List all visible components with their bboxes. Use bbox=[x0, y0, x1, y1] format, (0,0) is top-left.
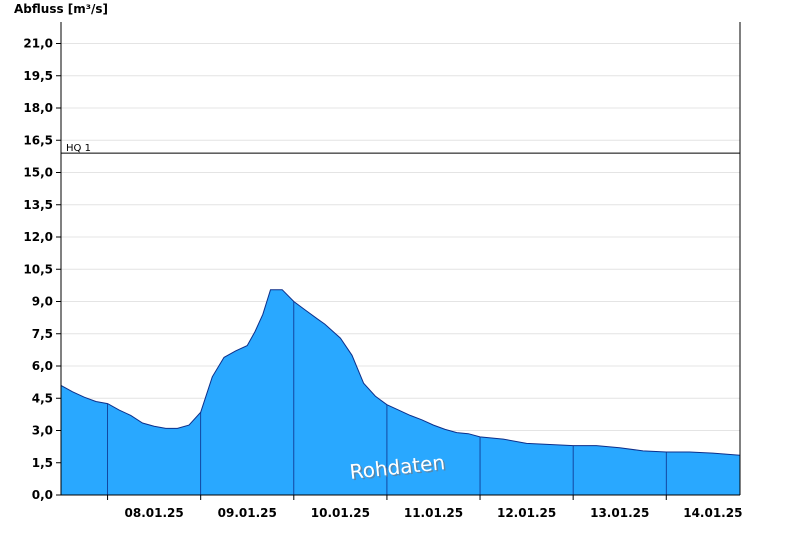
y-tick-label: 7,5 bbox=[32, 327, 53, 341]
y-axis-title: Abfluss [m³/s] bbox=[14, 2, 109, 16]
y-tick-label: 4,5 bbox=[32, 391, 53, 405]
y-tick-label: 12,0 bbox=[23, 230, 53, 244]
x-tick-label: 09.01.25 bbox=[218, 506, 277, 520]
x-tick-label: 10.01.25 bbox=[311, 506, 370, 520]
y-tick-label: 21,0 bbox=[23, 37, 53, 51]
discharge-line bbox=[60, 289, 741, 456]
y-tick-label: 6,0 bbox=[32, 359, 53, 373]
x-tick-label: 13.01.25 bbox=[590, 506, 649, 520]
y-tick-label: 10,5 bbox=[23, 262, 53, 276]
y-tick-label: 9,0 bbox=[32, 295, 53, 309]
hq1-threshold-label: HQ 1 bbox=[66, 143, 91, 154]
x-tick-label: 11.01.25 bbox=[404, 506, 463, 520]
y-tick-label: 1,5 bbox=[32, 456, 53, 470]
y-tick-label: 0,0 bbox=[32, 488, 53, 502]
discharge-area bbox=[61, 289, 740, 495]
y-tick-label: 3,0 bbox=[32, 424, 53, 438]
y-tick-label: 15,0 bbox=[23, 166, 53, 180]
x-tick-label: 14.01.25 bbox=[683, 506, 742, 520]
y-tick-label: 16,5 bbox=[23, 133, 53, 147]
y-tick-label: 18,0 bbox=[23, 101, 53, 115]
y-tick-label: 19,5 bbox=[23, 69, 53, 83]
x-tick-label: 12.01.25 bbox=[497, 506, 556, 520]
y-tick-label: 13,5 bbox=[23, 198, 53, 212]
x-tick-label: 08.01.25 bbox=[125, 506, 184, 520]
